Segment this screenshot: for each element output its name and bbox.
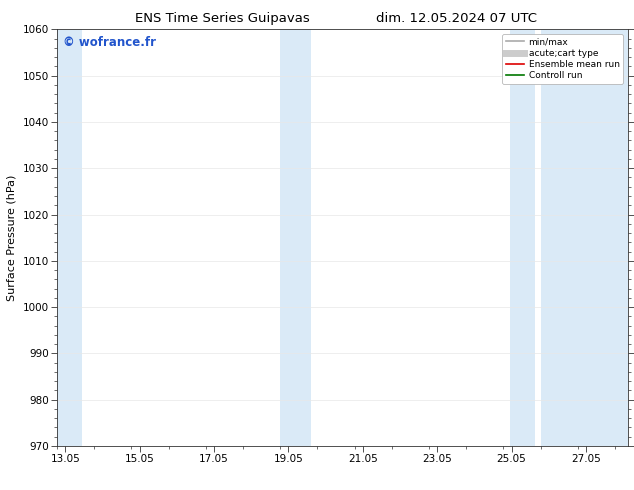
Bar [57,29,82,446]
Y-axis label: Surface Pressure (hPa): Surface Pressure (hPa) [7,174,17,301]
Text: dim. 12.05.2024 07 UTC: dim. 12.05.2024 07 UTC [376,12,537,25]
Bar [280,29,311,446]
Legend: min/max, acute;cart type, Ensemble mean run, Controll run: min/max, acute;cart type, Ensemble mean … [502,34,623,84]
Bar [541,29,628,446]
Text: © wofrance.fr: © wofrance.fr [63,36,156,49]
Bar [510,29,534,446]
Text: ENS Time Series Guipavas: ENS Time Series Guipavas [134,12,309,25]
